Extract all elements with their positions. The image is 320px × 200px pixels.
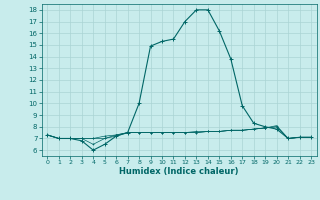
X-axis label: Humidex (Indice chaleur): Humidex (Indice chaleur) bbox=[119, 167, 239, 176]
